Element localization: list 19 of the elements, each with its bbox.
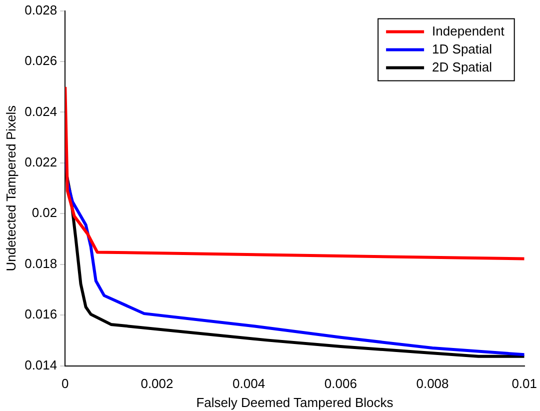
y-tick-label: 0.028: [24, 2, 58, 18]
y-axis-title: Undetected Tampered Pixels: [3, 104, 18, 272]
y-tick-label: 0.024: [24, 104, 58, 119]
y-tick-label: 0.02: [32, 205, 58, 220]
x-axis-title: Falsely Deemed Tampered Blocks: [196, 394, 394, 410]
x-tick-label: 0.002: [140, 376, 174, 392]
y-tick-label: 0.016: [24, 306, 58, 322]
y-tick-label: 0.022: [24, 154, 58, 170]
legend-label: Independent: [432, 23, 505, 38]
y-tick-label: 0.018: [24, 256, 58, 271]
x-tick-label: 0.01: [512, 376, 538, 392]
y-tick-label: 0.026: [24, 53, 58, 68]
x-tick-label: 0.006: [324, 376, 357, 392]
x-tick-label: 0: [62, 376, 69, 392]
legend-label: 2D Spatial: [432, 59, 492, 74]
legend-label: 1D Spatial: [432, 41, 492, 56]
y-tick-label: 0.014: [24, 357, 58, 372]
x-tick-label: 0.004: [232, 376, 266, 392]
x-tick-label: 0.008: [416, 376, 449, 392]
